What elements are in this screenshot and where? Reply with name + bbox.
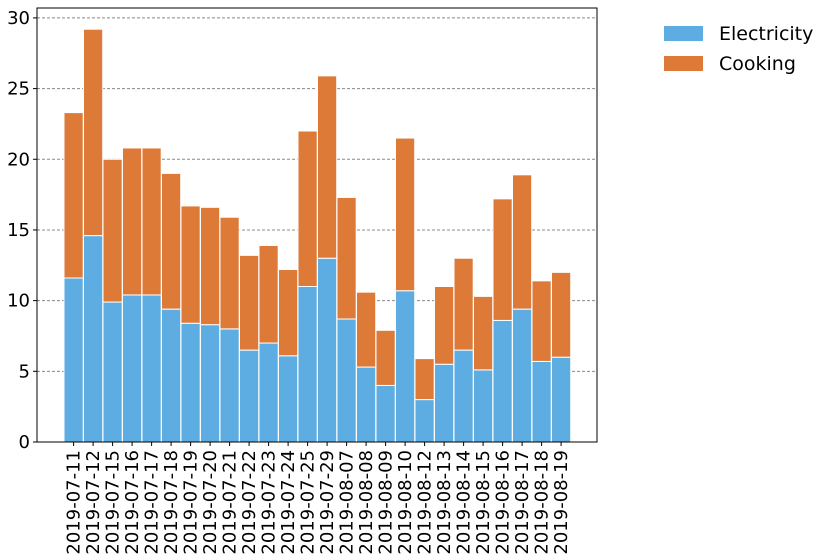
x-tick-label: 2019-08-16: [493, 450, 514, 555]
bar-cooking: [551, 271, 572, 358]
x-tick-label: 2019-08-18: [532, 450, 553, 555]
bar-cooking: [317, 75, 338, 259]
bar-electricity: [336, 318, 357, 443]
bar-electricity: [317, 257, 338, 443]
bar-cooking: [219, 216, 240, 330]
x-tick-label: 2019-08-13: [434, 450, 455, 555]
bar-cooking: [297, 130, 318, 287]
bar-electricity: [414, 399, 435, 443]
bar-cooking: [512, 174, 533, 310]
y-tick-label: 20: [7, 149, 30, 170]
bar-electricity: [395, 290, 416, 443]
x-tick-label: 2019-07-15: [103, 450, 124, 555]
x-axis: 2019-07-112019-07-122019-07-152019-07-16…: [64, 442, 572, 555]
bar-electricity: [180, 322, 201, 443]
legend-swatch-cooking: [664, 56, 703, 71]
x-tick-label: 2019-08-10: [395, 450, 416, 555]
bar-cooking: [63, 112, 84, 279]
x-tick-label: 2019-08-09: [376, 450, 397, 555]
x-tick-label: 2019-07-12: [83, 450, 104, 555]
bar-cooking: [375, 329, 396, 386]
bar-electricity: [200, 324, 221, 443]
bar-cooking: [473, 295, 494, 371]
plot-frame: [36, 7, 598, 443]
x-tick-label: 2019-07-17: [142, 450, 163, 555]
bar-electricity: [239, 349, 260, 443]
legend-label-electricity: Electricity: [719, 23, 813, 45]
x-tick-label: 2019-07-23: [259, 450, 280, 555]
legend-label-cooking: Cooking: [719, 53, 796, 75]
x-tick-label: 2019-07-21: [220, 450, 241, 555]
x-tick-label: 2019-07-22: [239, 450, 260, 555]
bar-electricity: [434, 363, 455, 443]
bar-cooking: [180, 205, 201, 324]
bar-cooking: [453, 257, 474, 351]
bar-cooking: [395, 137, 416, 292]
bar-cooking: [239, 254, 260, 351]
bar-electricity: [356, 366, 377, 443]
bar-cooking: [336, 196, 357, 320]
bar-electricity: [83, 235, 104, 443]
bar-cooking: [356, 291, 377, 368]
bar-cooking: [492, 198, 513, 321]
y-axis: 0 5 10 15 20 25 30: [7, 8, 37, 453]
x-tick-label: 2019-07-25: [298, 450, 319, 555]
bar-cooking: [141, 147, 162, 296]
y-tick-label: 0: [19, 432, 30, 453]
bar-electricity: [141, 294, 162, 443]
bar-electricity: [453, 349, 474, 443]
x-tick-label: 2019-08-07: [337, 450, 358, 555]
bar-electricity: [122, 294, 143, 443]
x-tick-label: 2019-08-08: [356, 450, 377, 555]
x-tick-label: 2019-07-16: [122, 450, 143, 555]
bar-electricity: [161, 308, 182, 443]
bar-electricity: [551, 356, 572, 443]
bar-cooking: [83, 28, 104, 237]
bar-cooking: [258, 244, 279, 344]
bar-electricity: [258, 342, 279, 443]
bar-electricity: [492, 319, 513, 443]
legend: Electricity Cooking: [664, 23, 813, 75]
y-tick-label: 30: [7, 8, 30, 29]
x-tick-label: 2019-08-15: [473, 450, 494, 555]
x-tick-label: 2019-07-11: [64, 450, 85, 555]
bar-cooking: [102, 158, 123, 303]
bar-cooking: [200, 206, 221, 326]
x-tick-label: 2019-08-19: [551, 450, 572, 555]
bar-electricity: [512, 308, 533, 443]
bars: [63, 28, 572, 443]
legend-swatch-electricity: [664, 26, 703, 41]
bar-cooking: [414, 358, 435, 401]
x-tick-label: 2019-07-24: [278, 450, 299, 555]
y-tick-label: 25: [7, 79, 30, 100]
bar-electricity: [297, 285, 318, 443]
y-tick-label: 5: [19, 361, 30, 382]
bar-electricity: [531, 360, 552, 443]
bar-cooking: [434, 285, 455, 365]
y-tick-label: 10: [7, 291, 30, 312]
bar-electricity: [63, 277, 84, 443]
x-tick-label: 2019-07-20: [200, 450, 221, 555]
x-tick-label: 2019-07-19: [181, 450, 202, 555]
x-tick-label: 2019-07-18: [161, 450, 182, 555]
x-tick-label: 2019-08-12: [415, 450, 436, 555]
bar-electricity: [219, 328, 240, 443]
x-tick-label: 2019-08-17: [512, 450, 533, 555]
x-tick-label: 2019-08-14: [454, 450, 475, 555]
bar-electricity: [473, 369, 494, 443]
bar-cooking: [122, 147, 143, 296]
bar-electricity: [278, 355, 299, 443]
bar-cooking: [161, 172, 182, 310]
bar-cooking: [278, 269, 299, 357]
bar-cooking: [531, 280, 552, 362]
y-tick-label: 15: [7, 220, 30, 241]
bar-electricity: [102, 301, 123, 443]
bar-electricity: [375, 384, 396, 443]
x-tick-label: 2019-07-29: [317, 450, 338, 555]
